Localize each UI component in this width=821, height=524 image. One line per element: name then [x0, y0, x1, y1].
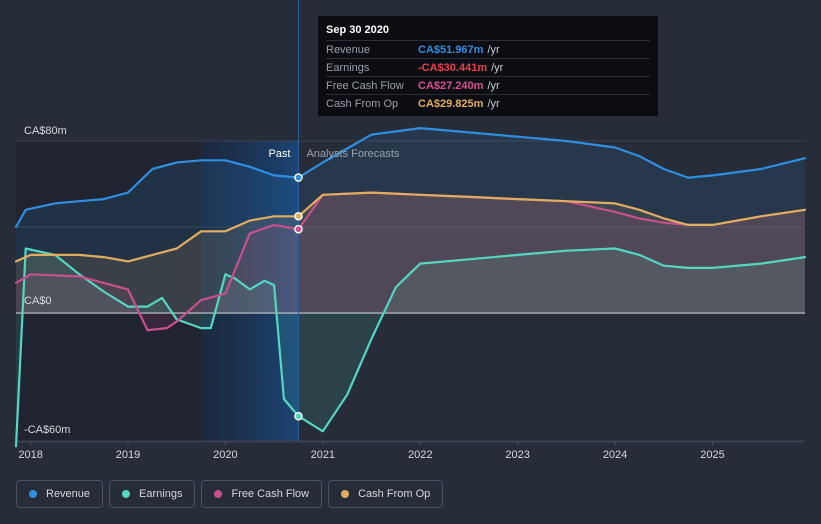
tooltip-row-revenue: Revenue CA$51.967m /yr — [326, 40, 650, 58]
series-line-earnings — [14, 247, 807, 448]
tooltip-row-free-cash-flow: Free Cash Flow CA$27.240m /yr — [326, 76, 650, 94]
legend-label: Revenue — [46, 488, 91, 500]
tooltip-unit: /yr — [487, 43, 500, 56]
legend-label: Earnings — [139, 488, 183, 500]
series-line-free-cash-flow — [14, 191, 807, 332]
tooltip-value: CA$27.240m — [418, 79, 484, 92]
tooltip-unit: /yr — [487, 97, 500, 110]
legend-label: Free Cash Flow — [231, 488, 310, 500]
series-area-cash-from-op — [16, 192, 805, 313]
tooltip-unit: /yr — [487, 79, 500, 92]
y-label-zero: CA$0 — [24, 295, 52, 307]
past-label: Past — [268, 148, 290, 160]
tooltip-row-earnings: Earnings -CA$30.441m /yr — [326, 58, 650, 76]
tooltip-date: Sep 30 2020 — [326, 24, 389, 36]
legend-dot-icon — [29, 490, 37, 498]
tooltip-label: Revenue — [326, 43, 371, 56]
legend-item-revenue[interactable]: Revenue — [16, 480, 104, 508]
x-tick-label: 2023 — [505, 449, 529, 461]
legend-item-cash-from-op[interactable]: Cash From Op — [328, 480, 444, 508]
legend-item-free-cash-flow[interactable]: Free Cash Flow — [201, 480, 323, 508]
series-area-earnings — [16, 248, 805, 447]
x-tick-label: 2022 — [408, 449, 432, 461]
tooltip-value: CA$51.967m — [418, 43, 484, 56]
forecast-label: Analysts Forecasts — [306, 148, 399, 160]
x-tick-label: 2020 — [213, 449, 237, 461]
legend: Revenue Earnings Free Cash Flow Cash Fro… — [16, 480, 444, 508]
x-tick-label: 2024 — [603, 449, 627, 461]
tooltip-label: Earnings — [326, 61, 370, 74]
legend-label: Cash From Op — [358, 488, 431, 500]
legend-dot-icon — [214, 490, 223, 498]
tooltip-row-cash-from-op: Cash From Op CA$29.825m /yr — [326, 94, 650, 112]
marker-free-cash-flow — [294, 224, 303, 234]
tooltip: Sep 30 2020 Revenue CA$51.967m /yr Earni… — [318, 16, 658, 116]
legend-dot-icon — [341, 490, 350, 498]
series-line-cash-from-op — [14, 191, 807, 263]
tooltip-label: Cash From Op — [326, 97, 399, 110]
series-area-revenue — [16, 128, 805, 313]
legend-dot-icon — [122, 490, 131, 498]
marker-earnings — [294, 411, 303, 421]
series-line-revenue — [14, 127, 807, 229]
tooltip-label: Free Cash Flow — [326, 79, 404, 92]
legend-item-earnings[interactable]: Earnings — [109, 480, 196, 508]
marker-revenue — [294, 173, 303, 182]
x-tick-label: 2019 — [116, 449, 140, 461]
x-tick-label: 2018 — [18, 449, 42, 461]
tooltip-value: -CA$30.441m — [418, 61, 488, 74]
x-tick-label: 2021 — [311, 449, 335, 461]
y-label-bottom: -CA$60m — [24, 424, 70, 436]
marker-cash-from-op — [294, 211, 303, 221]
tooltip-unit: /yr — [491, 61, 504, 74]
series-area-free-cash-flow — [16, 192, 805, 331]
tooltip-value: CA$29.825m — [418, 97, 484, 110]
x-tick-label: 2025 — [700, 449, 724, 461]
y-label-top: CA$80m — [24, 125, 67, 137]
